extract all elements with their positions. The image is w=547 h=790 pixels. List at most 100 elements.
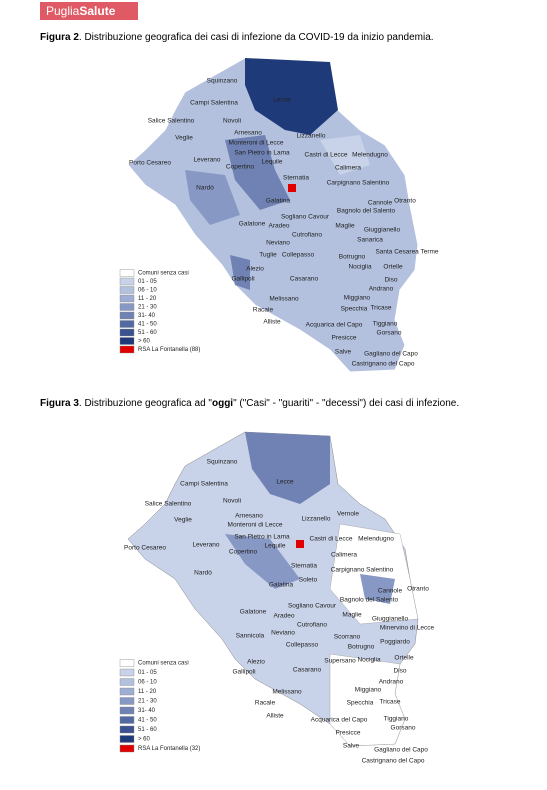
town-label: Lecce — [276, 479, 294, 486]
town-label: Casarano — [293, 667, 322, 674]
map — [127, 57, 419, 373]
town-label: Acquarica del Capo — [306, 322, 363, 329]
legend-label: RSA La Fontanella (32) — [138, 746, 200, 752]
town-label: Salice Salentino — [145, 501, 192, 508]
legend-swatch — [119, 725, 135, 734]
town-label: Nociglia — [357, 657, 381, 664]
figure-caption: Figura 3. Distribuzione geografica ad "o… — [40, 398, 459, 409]
town-label: Leverano — [192, 542, 219, 549]
legend-swatch — [119, 286, 135, 294]
legend-label: 21 - 30 — [138, 699, 157, 705]
legend-swatch — [119, 320, 135, 328]
brand-1: Puglia — [46, 4, 80, 18]
town-label: San Pietro in Lama — [234, 150, 290, 157]
town-label: Supersano — [324, 658, 356, 665]
town-label: Andrano — [369, 286, 394, 293]
town-label: Calimera — [331, 552, 357, 559]
town-label: Santa Cesarea Terme — [375, 249, 438, 256]
town-label: Tricase — [370, 305, 391, 312]
town-label: Scorrano — [334, 634, 361, 641]
town-label: Otranto — [407, 586, 429, 593]
town-label: Carpignano Salentino — [327, 180, 390, 187]
town-label: Casarano — [290, 276, 319, 283]
town-label: Soleto — [299, 577, 318, 584]
town-label: Alliste — [266, 713, 284, 720]
map — [127, 431, 419, 747]
town-label: Lequile — [265, 543, 286, 550]
town-label: Gorsano — [391, 725, 416, 732]
legend-label: 21 - 30 — [138, 305, 157, 311]
town-label: Monteroni di Lecce — [228, 522, 283, 529]
town-label: Lizzanello — [297, 133, 326, 140]
legend-label: 01 - 05 — [138, 279, 157, 285]
town-label: Presicce — [332, 335, 357, 342]
town-label: Lizzanello — [302, 516, 331, 523]
town-label: Leverano — [193, 157, 220, 164]
town-label: Vernole — [337, 511, 359, 518]
town-label: Ortelle — [394, 655, 414, 662]
legend-swatch — [119, 269, 135, 277]
legend-swatch — [119, 328, 135, 337]
legend-label: 11 - 20 — [138, 296, 157, 302]
town-label: Sogliano Cavour — [288, 603, 337, 610]
legend-swatch — [119, 337, 135, 345]
town-label: Poggiardo — [380, 639, 410, 646]
town-label: Bagnolo del Salento — [337, 208, 396, 215]
caption-part: . Distribuzione geografica ad " — [79, 398, 213, 409]
town-label: Arnesano — [235, 513, 263, 520]
town-label: Acquarica del Capo — [311, 717, 368, 724]
town-label: Sternatia — [291, 563, 317, 570]
town-label: Racale — [253, 307, 274, 314]
town-label: Aradeo — [274, 613, 295, 620]
town-label: Specchia — [341, 306, 368, 313]
town-label: Botrugno — [348, 644, 375, 651]
town-label: Diso — [384, 277, 397, 284]
town-label: Collepasso — [286, 642, 319, 649]
town-label: Arnesano — [234, 130, 262, 137]
town-label: Gagliano del Capo — [374, 747, 428, 754]
town-label: Monteroni di Lecce — [229, 140, 284, 147]
town-label: Diso — [393, 668, 406, 675]
town-label: Otranto — [394, 198, 416, 205]
legend-swatch — [119, 744, 135, 753]
legend-swatch — [119, 706, 135, 715]
legend-swatch — [119, 345, 135, 354]
town-label: Gallipoli — [231, 276, 254, 283]
town-label: Squinzano — [207, 78, 238, 85]
town-label: Cannole — [368, 200, 393, 207]
town-label: Lecce — [273, 97, 291, 104]
town-label: Castri di Lecce — [310, 536, 353, 543]
town-label: Tuglie — [259, 252, 277, 259]
town-label: Aradeo — [269, 223, 290, 230]
town-label: Galatina — [269, 582, 294, 589]
town-label: Galatone — [239, 221, 266, 228]
town-label: Gorsano — [377, 330, 402, 337]
town-label: Collepasso — [282, 252, 315, 259]
town-label: Salve — [335, 349, 352, 356]
town-label: Maglie — [342, 612, 362, 619]
town-label: Presicce — [336, 730, 361, 737]
town-label: Galatina — [266, 198, 291, 205]
town-label: Sogliano Cavour — [281, 214, 330, 221]
town-label: Specchia — [347, 700, 374, 707]
town-label: Sternatia — [283, 175, 309, 182]
town-label: Melendugno — [352, 152, 388, 159]
town-label: Giuggianello — [364, 227, 401, 234]
town-label: Novoli — [223, 498, 241, 505]
town-label: Porto Cesareo — [129, 160, 171, 167]
town-label: Porto Cesareo — [124, 545, 166, 552]
legend-label: > 60 — [138, 339, 151, 345]
town-label: Cutrofiano — [292, 232, 322, 239]
legend-swatch — [119, 668, 135, 677]
town-label: Maglie — [335, 223, 355, 230]
town-label: Campi Salentina — [190, 100, 238, 107]
town-label: Castri di Lecce — [305, 152, 348, 159]
town-label: San Pietro in Lama — [234, 534, 290, 541]
town-label: Gagliano del Capo — [364, 351, 418, 358]
town-label: Racale — [255, 700, 276, 707]
town-label: Lequile — [262, 159, 283, 166]
town-label: Castrignano del Capo — [352, 361, 415, 368]
caption-part: . Distribuzione geografica dei casi di i… — [79, 32, 434, 43]
